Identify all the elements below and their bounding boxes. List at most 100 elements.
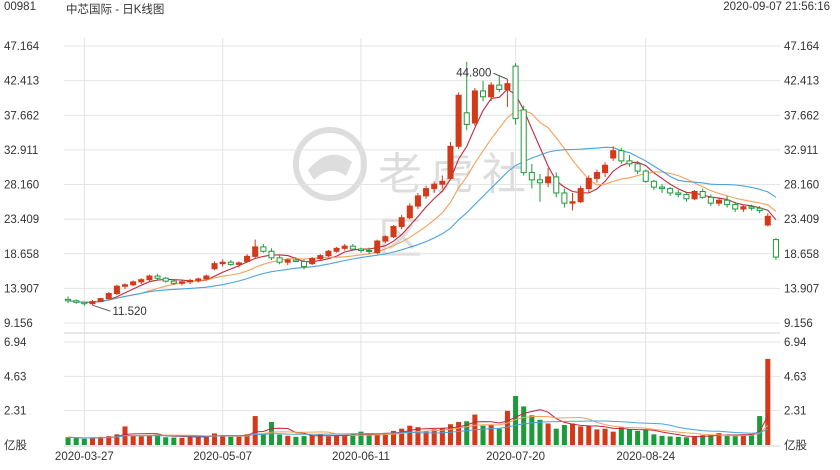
volume-bar [89,437,95,445]
low-label: 11.520 [112,306,146,318]
ma5-line [68,88,777,303]
price-tick-label-left: 32.911 [4,145,38,157]
candle [764,213,771,227]
volume-bar [496,428,502,445]
candle [602,162,609,177]
candle [382,235,389,244]
candle-body [610,150,617,159]
volume-bar [447,424,453,445]
candle-body [398,217,405,227]
high-label: 44.800 [456,67,491,79]
date-tick-label: 2020-07-20 [486,451,545,463]
candle-body [512,65,519,120]
volume-bar [667,436,673,445]
volume-tick-label-left: 4.63 [4,371,26,383]
volume-bar [683,437,689,445]
low-marker-line [92,304,111,312]
candle-body [764,215,771,226]
candle [211,261,218,271]
volume-bar [244,434,250,445]
candle [699,188,706,199]
candle [431,181,438,193]
volume-bar [529,415,535,445]
candle-body [488,84,495,98]
candle-body [496,84,503,90]
volume-bar [708,434,714,445]
candle-body [357,248,364,252]
candle [463,61,470,131]
candle [667,187,674,196]
candle [732,201,739,212]
candle-body [724,199,731,206]
candle-body [382,236,389,242]
candle-body [349,245,356,250]
volume-bar [277,434,283,445]
volume-bar [114,434,120,445]
candle [447,141,454,180]
candle-body [659,186,666,190]
candle-body [675,192,682,195]
candle-body [463,112,470,125]
volume-bar [504,410,510,445]
candle-body [113,285,120,295]
candle [244,254,251,263]
candle [341,243,348,251]
chart-datetime: 2020-09-07 21:56:16 [723,1,830,13]
candle-body [650,180,657,188]
candle-body [284,259,291,263]
price-tick-label-left: 28.160 [4,180,39,192]
volume-bar [488,424,494,445]
candle [650,179,657,191]
candle-body [130,281,137,286]
candle [423,185,430,199]
candle [659,184,666,193]
volume-bar [252,416,258,445]
ma10-line [68,109,777,303]
volume-tick-label-left: 2.31 [4,406,26,418]
candle [512,63,519,125]
volume-bar [163,437,169,445]
volume-bar [382,432,388,445]
date-tick-label: 2020-06-11 [332,451,390,463]
candle-body [203,275,210,280]
volume-bar [350,433,356,445]
candle [187,278,194,285]
candle-body [333,247,340,252]
price-tick-label-left: 42.413 [4,76,39,88]
candle-body [528,172,535,181]
candle-body [105,293,112,300]
volume-tick-label-left: 亿股 [4,439,27,452]
candle [772,238,779,261]
candle [520,105,527,176]
candle [634,160,641,175]
candle [219,259,226,267]
candle-body [187,279,194,283]
volume-bar [423,430,429,445]
candle [618,147,625,164]
volume-tick-label-right: 4.63 [784,371,806,383]
candle-body [480,90,487,98]
candle [203,274,210,281]
candle-body [618,150,625,162]
candle [195,277,202,283]
volume-bar [610,431,616,445]
candle-body [146,275,153,281]
volume-bar [594,429,600,445]
candle [715,197,722,207]
candle-body [431,183,438,190]
volume-bar [342,436,348,445]
price-tick-label-right: 42.413 [784,76,819,88]
volume-bar [309,435,315,445]
candle-body [122,284,129,287]
candle-body [374,240,381,254]
date-tick-label: 2020-03-27 [55,451,114,463]
volume-bar [220,436,226,445]
volume-average-lines [68,409,769,439]
candle [545,168,552,188]
candle [740,204,747,212]
candle [488,82,495,102]
candle-body [504,83,511,90]
candle [593,169,600,183]
candle [309,257,316,266]
candle [301,259,308,270]
